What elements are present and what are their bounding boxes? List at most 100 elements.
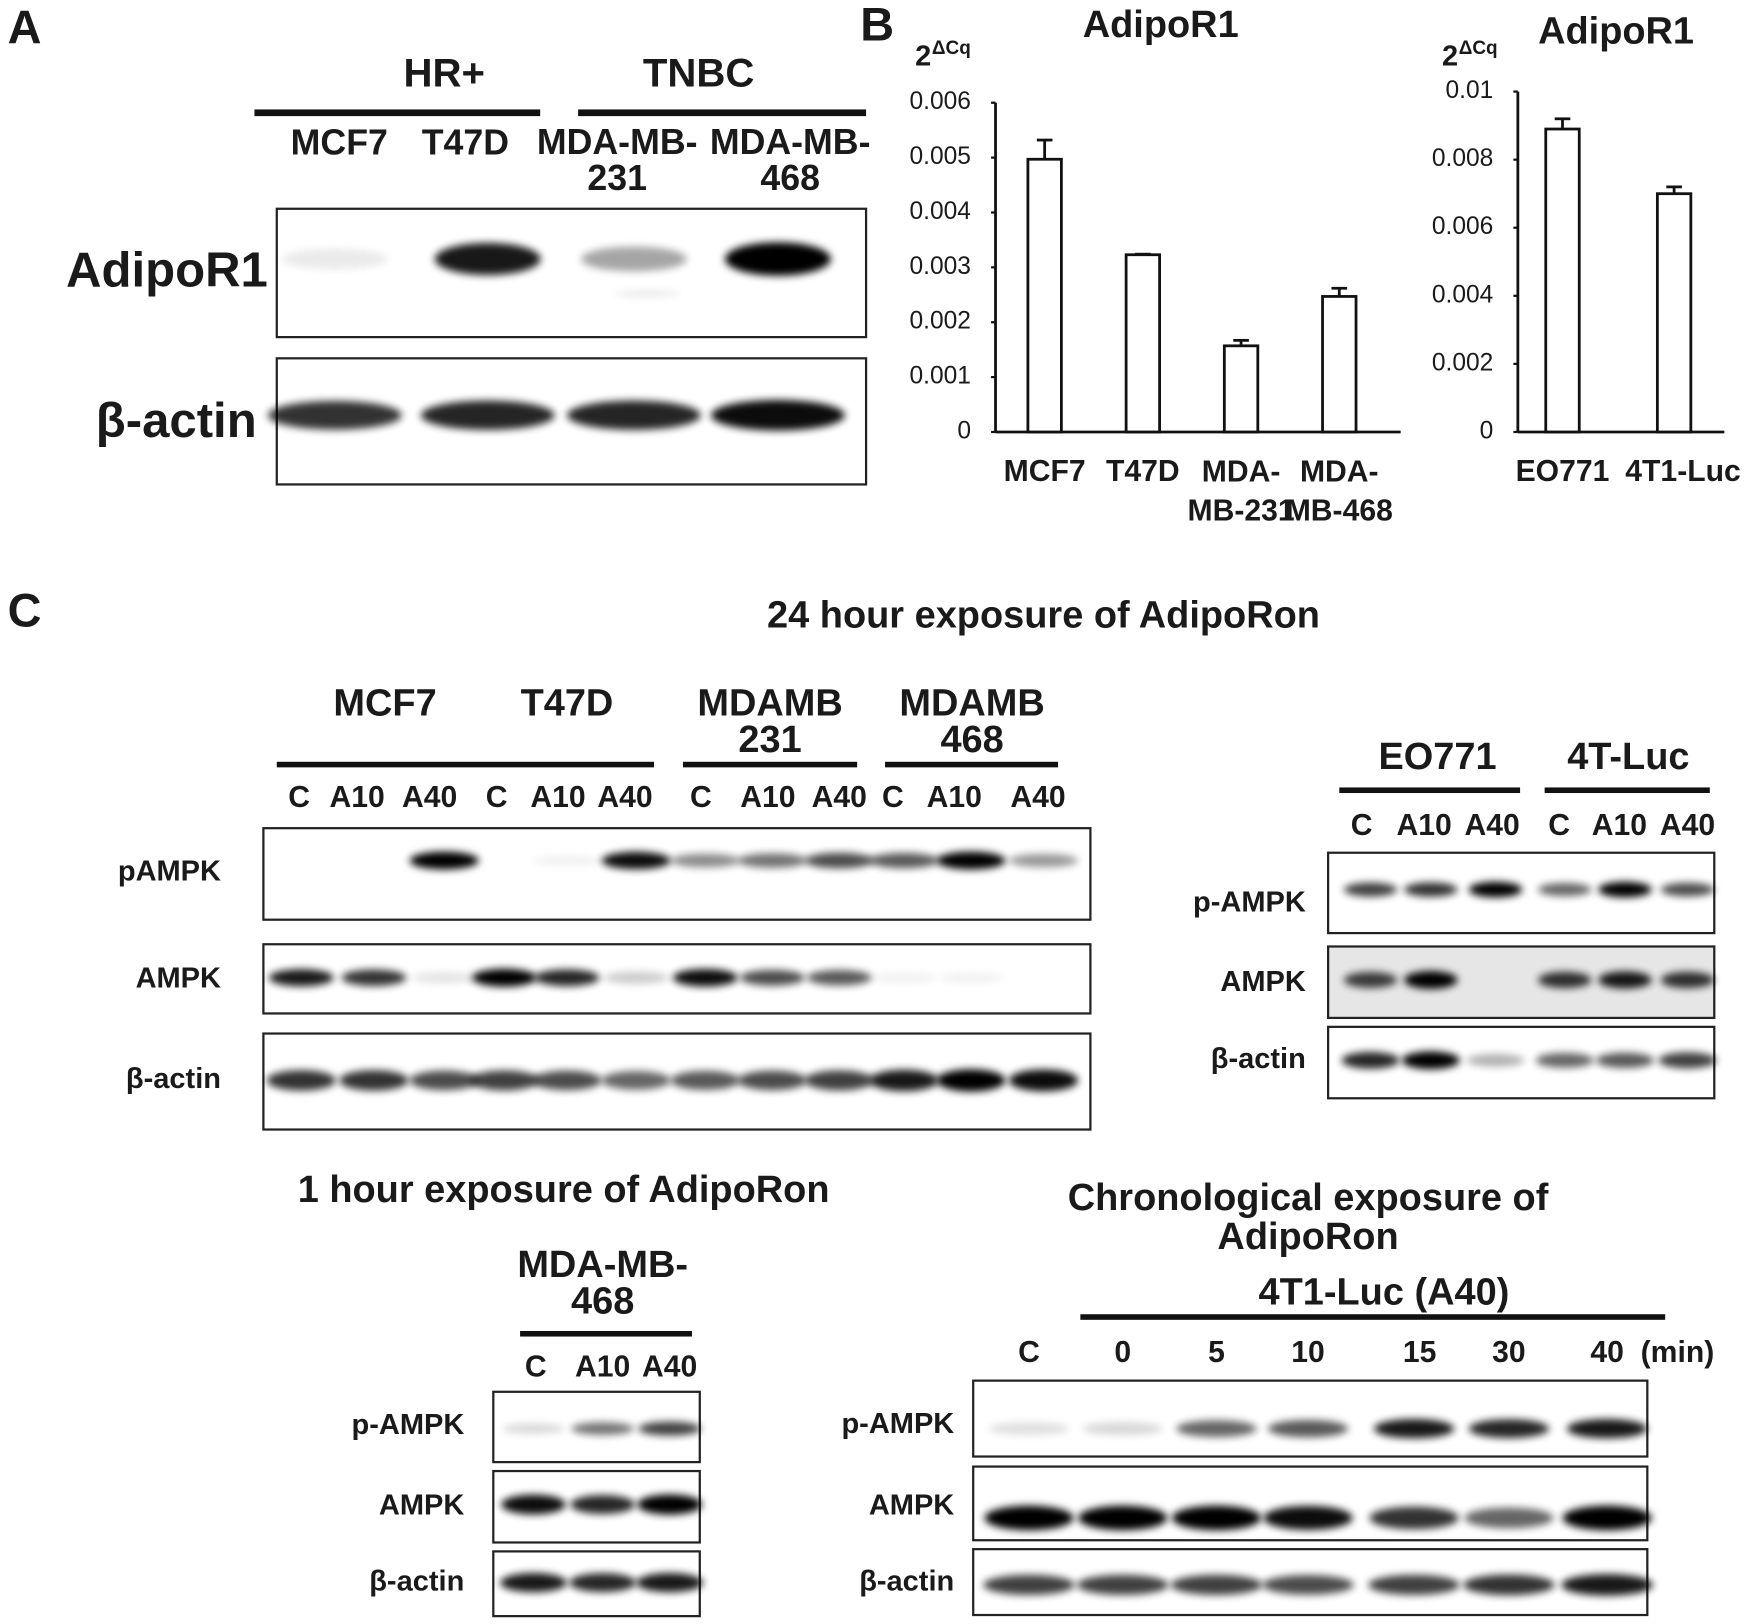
group-label: T47D [521, 682, 614, 724]
y-axis-label: 2 [1442, 41, 1458, 73]
x-tick-label: T47D [1106, 455, 1180, 488]
lane-label: 30 [1492, 1336, 1526, 1369]
blot-band [1562, 1505, 1652, 1531]
blot-band [737, 1070, 807, 1091]
blot-band [1170, 1574, 1263, 1595]
blot-band [613, 290, 681, 298]
bar [1124, 253, 1161, 434]
row-label: AMPK [136, 963, 221, 995]
group-label: MCF7 [333, 682, 436, 724]
group-line [1544, 787, 1710, 794]
blot-band [501, 1494, 566, 1515]
x-tick-label: MDA-MB-231 [1187, 455, 1294, 527]
blot-band [601, 851, 671, 870]
y-tick-label: 0.006 [910, 88, 971, 115]
error-bar [1036, 138, 1053, 160]
y-axis-label: 2 [915, 41, 931, 73]
blot-band [1468, 1419, 1550, 1439]
blot-band [1658, 1052, 1717, 1069]
lane-label: MDA-MB-231 [537, 123, 698, 199]
blot-band [1561, 1574, 1653, 1596]
group-line [1339, 787, 1521, 794]
blot-band [434, 242, 541, 276]
blot-band [601, 1071, 671, 1090]
blot-band [1343, 882, 1398, 897]
lane-label: A10 [927, 781, 982, 814]
group-line [885, 761, 1059, 768]
blot-band [341, 969, 407, 986]
x-tick-label: 4T1-Luc [1625, 455, 1741, 488]
blot-band [936, 851, 1006, 870]
blot-band [1171, 1505, 1262, 1531]
y-tick-label: 0.006 [1432, 213, 1493, 240]
blot-band [710, 399, 845, 431]
error-bar [1331, 286, 1348, 297]
blot-band [1464, 1507, 1554, 1529]
blot-band [281, 248, 388, 270]
row-label: p-AMPK [352, 1409, 465, 1441]
row-label: p-AMPK [1193, 887, 1306, 919]
blot-band [469, 1070, 540, 1091]
y-tick-label: 0.001 [910, 363, 971, 390]
x-tick-label: EO771 [1516, 455, 1610, 488]
blot-band [1343, 971, 1398, 989]
lane-label: A10 [1592, 809, 1647, 842]
label: A [8, 2, 42, 54]
row-label: AMPK [869, 1489, 954, 1521]
blot-band [500, 1573, 567, 1593]
blot-band [1263, 1505, 1353, 1530]
y-tick-label: 0.004 [1432, 281, 1493, 308]
blot-band [420, 400, 555, 430]
lane-label: A40 [402, 781, 457, 814]
blot-band [570, 1495, 636, 1514]
bar [1655, 192, 1693, 434]
group-line [683, 761, 858, 768]
blot-band [1341, 1051, 1400, 1069]
x-tick-label: MCF7 [1004, 455, 1086, 488]
blot-band [984, 1505, 1074, 1531]
lane-label: C [525, 1350, 547, 1383]
blot-band [472, 968, 537, 987]
error-bar [1135, 252, 1151, 256]
y-axis-label-sup: ΔCq [1459, 38, 1498, 59]
blot-band [806, 970, 872, 986]
lane-label: C [1351, 809, 1373, 842]
section-title: 24 hour exposure of AdipoRon [767, 594, 1320, 636]
blot-band [1373, 1418, 1455, 1439]
blot-band [1082, 1422, 1163, 1436]
bar [1222, 344, 1260, 434]
lane-label: A10 [330, 781, 385, 814]
blot-band [636, 1573, 704, 1593]
lane-label: 0 [1114, 1336, 1131, 1369]
lane-label: 15 [1403, 1336, 1437, 1369]
y-tick-label: 0 [957, 417, 971, 444]
blot-band [532, 855, 602, 867]
blot-band [569, 1573, 637, 1593]
lane-label: A40 [1010, 781, 1065, 814]
lane-label: MCF7 [291, 123, 388, 163]
row-label: β-actin [126, 1063, 221, 1095]
x-tick-label: MDA-MB-468 [1286, 455, 1393, 527]
blot-band [266, 1070, 336, 1091]
blot-band [1008, 853, 1079, 868]
y-axis-label-sup: ΔCq [932, 38, 971, 59]
blot-band [566, 400, 701, 430]
lane-label: T47D [422, 123, 509, 163]
blot-band [1463, 1574, 1555, 1596]
group-line [254, 109, 541, 117]
lane-label: MDA-MB-468 [710, 123, 871, 199]
row-label: β-actin [859, 1565, 954, 1597]
blot-band [672, 968, 738, 987]
blot-band [1368, 1574, 1460, 1595]
blot-band [670, 853, 740, 868]
blot-band [1401, 1051, 1460, 1070]
blot-band [804, 1070, 874, 1091]
error-bar [1554, 117, 1571, 130]
blot-band [1535, 1052, 1594, 1068]
blot-band [983, 1574, 1075, 1595]
label: C [8, 584, 42, 636]
group-line [520, 1330, 692, 1337]
blot-frame [972, 1379, 1649, 1458]
blot-band [1369, 1506, 1459, 1530]
